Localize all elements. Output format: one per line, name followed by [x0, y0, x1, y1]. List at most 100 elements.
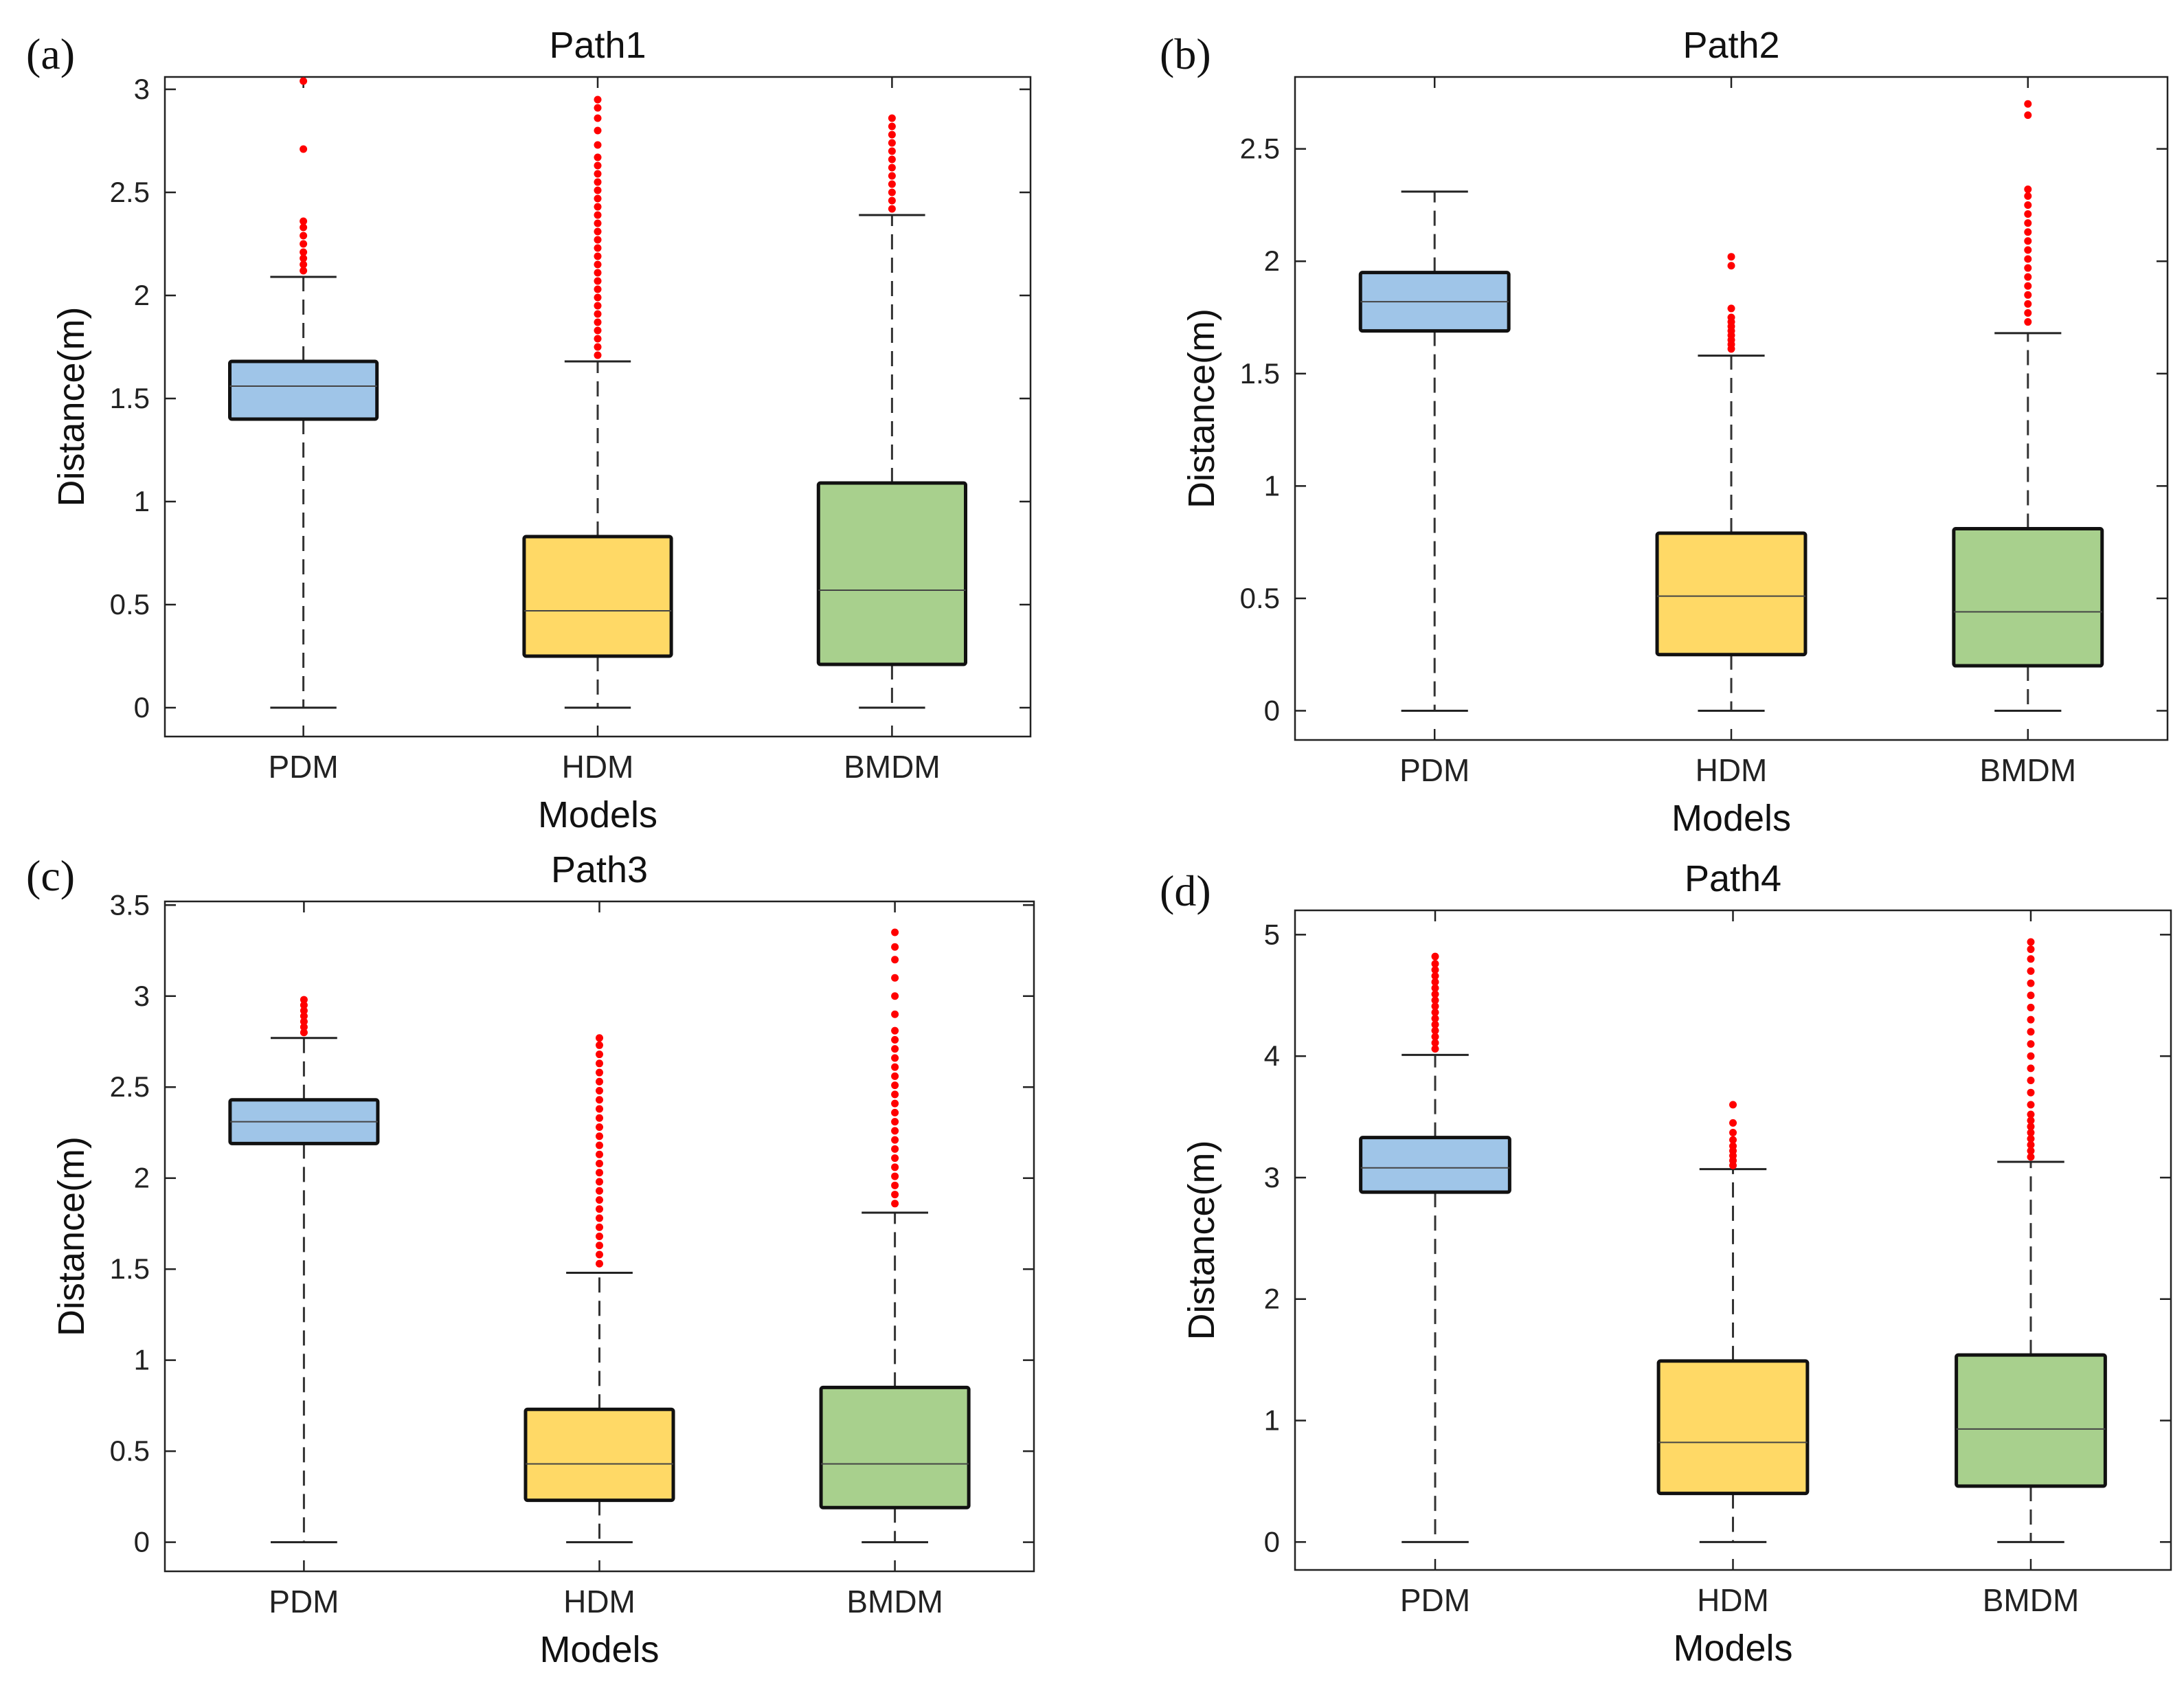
outlier-point	[594, 114, 602, 122]
box-bmdm: BMDM	[819, 901, 971, 1619]
x-axis-label: Models	[538, 794, 657, 835]
outlier-point	[594, 302, 602, 310]
outlier-point	[300, 1007, 308, 1015]
x-axis-label: Models	[1673, 1628, 1792, 1669]
x-tick-label: BMDM	[1980, 752, 2077, 788]
outlier-point	[594, 351, 602, 359]
outlier-point	[891, 943, 899, 951]
chart-title: Path1	[549, 25, 646, 66]
outlier-point	[2024, 100, 2032, 108]
outlier-point	[596, 1196, 603, 1204]
outlier-point	[1727, 253, 1735, 261]
outlier-point	[1727, 304, 1735, 313]
outlier-point	[1727, 262, 1735, 270]
panel-a: (a) Path1 0 0.5 1 1.5 2 2.5 3 Distance(m) Models PD…	[26, 25, 1032, 835]
outlier-point	[300, 254, 308, 262]
outlier-point	[1727, 313, 1735, 322]
outlier-point	[2027, 1064, 2035, 1073]
outlier-point	[2024, 201, 2032, 209]
outlier-point	[891, 1045, 899, 1053]
iqr-box	[1655, 531, 1808, 657]
outlier-point	[2027, 967, 2035, 975]
outlier-point	[1729, 1142, 1737, 1150]
outlier-point	[2024, 219, 2032, 227]
y-tick-label: 2.5	[1240, 133, 1280, 165]
outlier-point	[594, 104, 602, 112]
outlier-point	[1431, 972, 1439, 980]
y-axis-label: Distance(m)	[51, 306, 92, 506]
outlier-point	[300, 232, 308, 240]
y-axis-label: Distance(m)	[1181, 1140, 1222, 1340]
outlier-point	[2027, 945, 2035, 954]
outlier-point	[2027, 955, 2035, 963]
iqr-box	[819, 1385, 971, 1509]
outlier-point	[2027, 1101, 2035, 1109]
outlier-point	[300, 267, 308, 275]
outlier-point	[891, 1026, 899, 1035]
iqr-box	[1359, 1136, 1511, 1194]
y-tick-label: 1	[134, 485, 150, 517]
outlier-point	[2027, 1153, 2035, 1161]
x-tick-label: BMDM	[844, 749, 941, 785]
outlier-point	[594, 260, 602, 269]
outlier-point	[891, 1172, 899, 1180]
outlier-point	[891, 1090, 899, 1099]
x-tick-label: PDM	[269, 1584, 339, 1619]
iqr-box	[228, 359, 379, 421]
outlier-point	[594, 186, 602, 194]
outlier-point	[2027, 991, 2035, 1000]
outlier-point	[594, 343, 602, 351]
x-tick-label: HDM	[562, 749, 634, 785]
box-pdm: PDM	[228, 77, 379, 785]
x-axis-label: Models	[1671, 798, 1791, 839]
outlier-point	[2027, 1134, 2035, 1143]
outlier-point	[2027, 1015, 2035, 1024]
outlier-point	[891, 1163, 899, 1171]
outlier-point	[594, 227, 602, 236]
x-tick-label: PDM	[1400, 1582, 1470, 1618]
panel-letter: (b)	[1160, 30, 1211, 78]
y-tick-label: 0	[1264, 694, 1280, 726]
outlier-point	[1431, 1020, 1439, 1029]
outlier-point	[300, 1012, 308, 1020]
box-hdm: HDM	[1655, 77, 1808, 788]
y-tick-label: 0	[134, 1526, 150, 1558]
outlier-point	[2027, 1028, 2035, 1036]
outlier-point	[1431, 1009, 1439, 1017]
outlier-point	[300, 1018, 308, 1026]
outlier-point	[2027, 1040, 2035, 1048]
y-tick-label: 0	[1264, 1525, 1280, 1558]
outlier-point	[891, 974, 899, 982]
iqr-box	[1656, 1359, 1810, 1496]
outlier-point	[2027, 1147, 2035, 1155]
iqr-box	[1955, 1353, 2107, 1488]
outlier-point	[888, 172, 896, 180]
outlier-point	[594, 269, 602, 277]
outlier-point	[891, 1081, 899, 1090]
y-tick-label: 0.5	[1240, 582, 1280, 614]
outlier-point	[1431, 966, 1439, 974]
outlier-point	[596, 1051, 603, 1059]
chart-title: Path3	[551, 849, 648, 890]
box-hdm: HDM	[524, 901, 675, 1619]
y-tick-label: 1.5	[110, 1253, 150, 1285]
outlier-point	[300, 217, 308, 225]
outlier-point	[300, 996, 308, 1004]
outlier-point	[1431, 1002, 1439, 1011]
y-tick-label: 0.5	[110, 588, 150, 620]
outlier-point	[594, 293, 602, 302]
outlier-point	[594, 252, 602, 260]
outlier-point	[596, 1077, 603, 1086]
outlier-point	[594, 326, 602, 335]
outlier-point	[596, 1242, 603, 1250]
x-tick-label: BMDM	[1983, 1582, 2080, 1618]
outlier-point	[891, 1191, 899, 1199]
outlier-point	[2024, 210, 2032, 218]
y-axis-label: Distance(m)	[51, 1136, 92, 1336]
outlier-point	[888, 205, 896, 213]
y-tick-label: 1.5	[1240, 357, 1280, 390]
outlier-point	[888, 122, 896, 131]
outlier-point	[596, 1214, 603, 1222]
x-tick-label: PDM	[268, 749, 338, 785]
